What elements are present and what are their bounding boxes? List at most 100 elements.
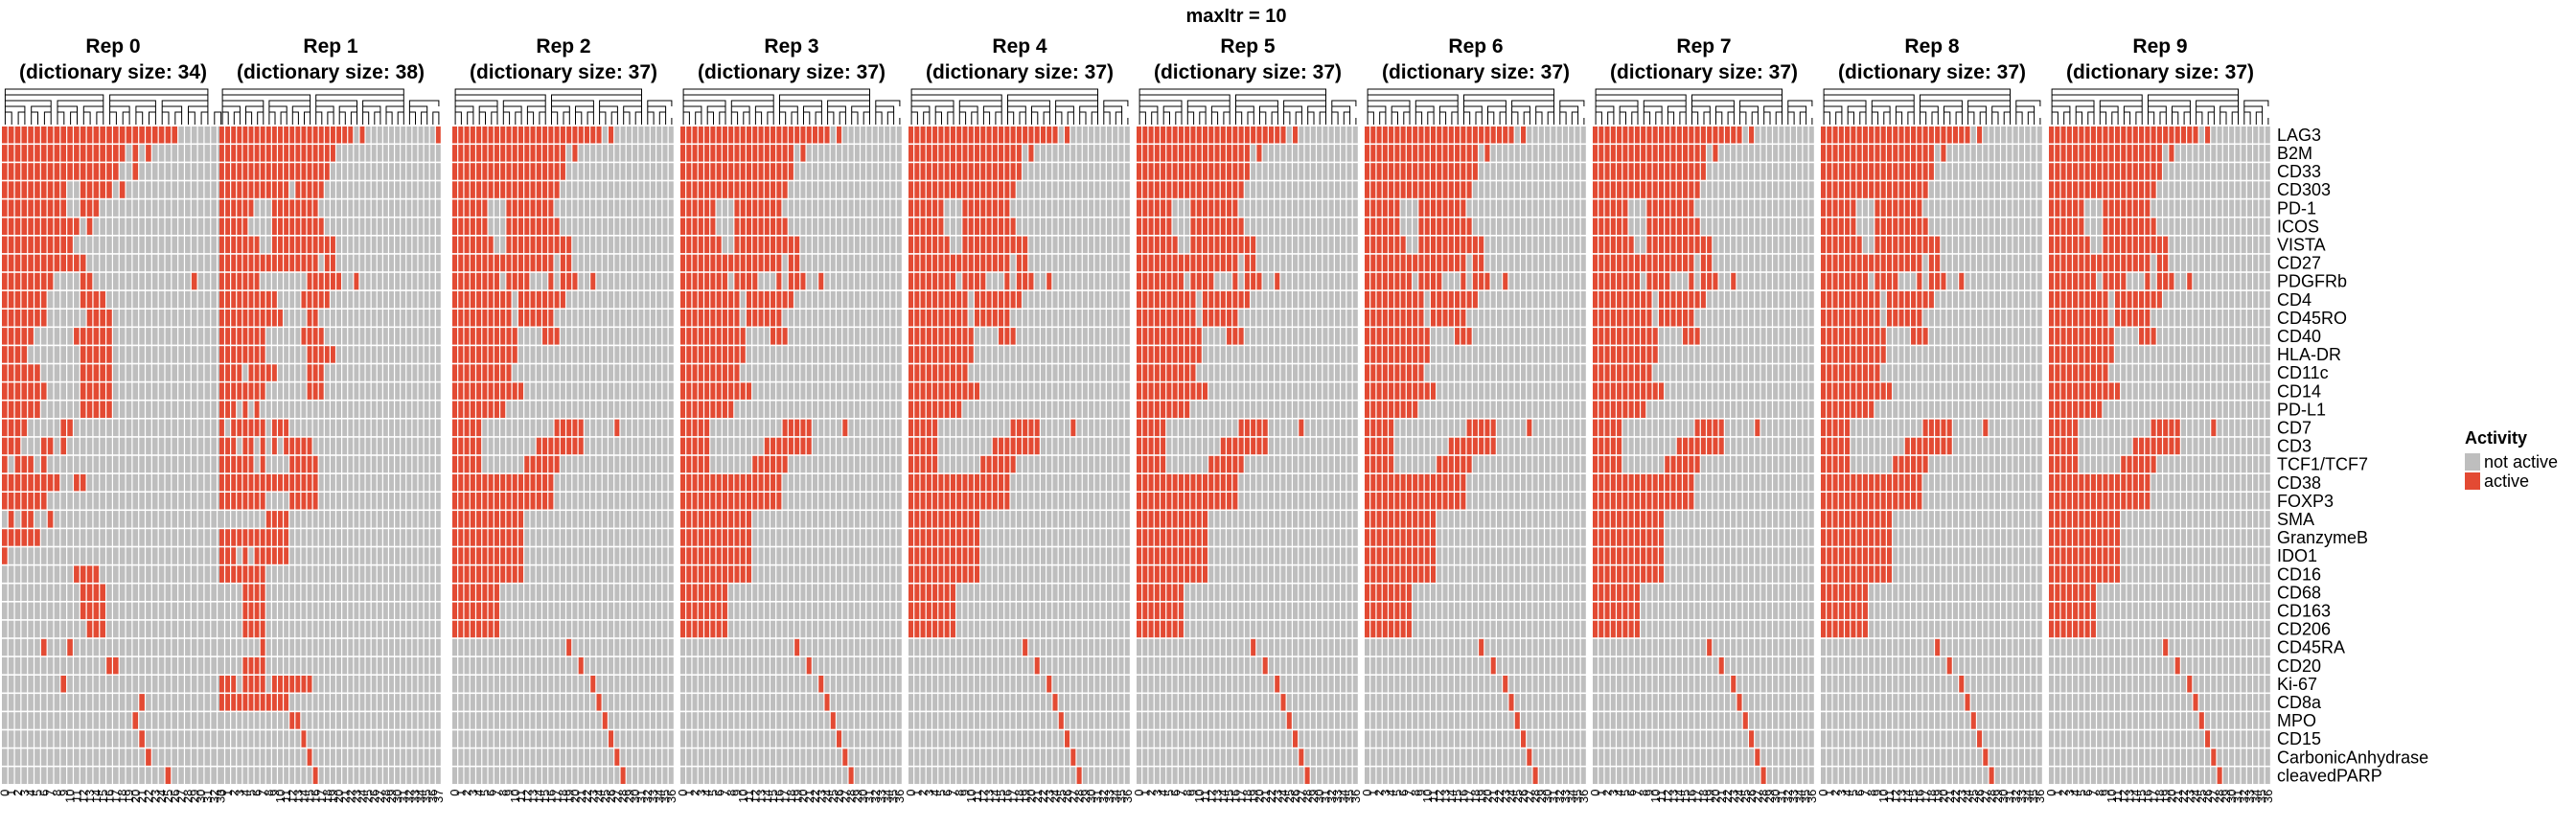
- column-tick-label: 4: [472, 790, 486, 796]
- cell-active: [231, 676, 237, 693]
- cell-inactive: [650, 401, 656, 418]
- cell-inactive: [830, 218, 836, 235]
- cell-inactive: [435, 676, 441, 693]
- cell-inactive: [389, 694, 394, 711]
- cell-inactive: [812, 310, 818, 327]
- cell-inactive: [412, 638, 418, 656]
- cell-inactive: [113, 565, 119, 583]
- cell-active: [8, 272, 14, 290]
- cell-inactive: [602, 145, 608, 162]
- cell-inactive: [324, 473, 330, 492]
- cell-active: [452, 401, 458, 418]
- cell-inactive: [632, 565, 638, 583]
- cell-inactive: [500, 730, 506, 748]
- cell-active: [692, 565, 698, 583]
- cell-inactive: [482, 656, 488, 675]
- cell-inactive: [254, 455, 260, 473]
- cell-inactive: [197, 602, 204, 620]
- cell-inactive: [424, 364, 429, 381]
- cell-active: [86, 620, 93, 638]
- cell-inactive: [151, 254, 158, 272]
- cell-active: [722, 145, 727, 162]
- cell-inactive: [289, 748, 295, 766]
- cell-inactive: [806, 218, 812, 235]
- cell-inactive: [158, 473, 165, 492]
- cell-active: [752, 199, 758, 217]
- cell-inactive: [418, 254, 424, 272]
- cell-active: [680, 584, 686, 601]
- cell-inactive: [354, 254, 359, 272]
- cell-inactive: [113, 437, 119, 455]
- cell-inactive: [348, 511, 354, 528]
- cell-inactive: [464, 638, 470, 656]
- cell-active: [476, 272, 482, 290]
- cell-inactive: [710, 455, 716, 473]
- cell-inactive: [47, 346, 54, 363]
- cell-inactive: [530, 584, 536, 601]
- cell-inactive: [609, 382, 614, 400]
- cell-inactive: [132, 199, 139, 217]
- cell-inactive: [722, 236, 727, 254]
- cell-inactive: [395, 602, 401, 620]
- cell-active: [237, 529, 242, 546]
- cell-inactive: [854, 437, 860, 455]
- cell-inactive: [60, 547, 67, 564]
- cell-inactive: [890, 529, 896, 546]
- cell-inactive: [848, 437, 854, 455]
- cell-inactive: [435, 364, 441, 381]
- column-tick-label: 36: [664, 790, 678, 803]
- cell-active: [686, 126, 692, 144]
- cell-inactive: [132, 584, 139, 601]
- cell-active: [40, 126, 47, 144]
- cell-inactive: [620, 676, 626, 693]
- cell-active: [452, 328, 458, 345]
- cell-inactive: [40, 511, 47, 528]
- cell-inactive: [536, 529, 541, 546]
- cell-active: [242, 310, 248, 327]
- cell-inactive: [271, 638, 277, 656]
- cell-active: [331, 236, 335, 254]
- cell-inactive: [191, 181, 197, 198]
- cell-inactive: [614, 181, 620, 198]
- cell-active: [60, 254, 67, 272]
- cell-inactive: [382, 218, 388, 235]
- cell-inactive: [74, 272, 80, 290]
- cell-inactive: [324, 199, 330, 217]
- cell-inactive: [590, 511, 596, 528]
- cell-active: [746, 272, 752, 290]
- cell-inactive: [265, 602, 271, 620]
- cell-active: [191, 272, 197, 290]
- cell-inactive: [638, 584, 644, 601]
- cell-inactive: [418, 638, 424, 656]
- cell-inactive: [377, 493, 382, 510]
- cell-inactive: [668, 401, 674, 418]
- cell-active: [500, 310, 506, 327]
- cell-inactive: [185, 401, 191, 418]
- cell-inactive: [746, 437, 752, 455]
- cell-inactive: [237, 676, 242, 693]
- cell-inactive: [488, 767, 494, 784]
- cell-active: [54, 163, 60, 180]
- cell-inactive: [740, 455, 746, 473]
- cell-active: [278, 419, 283, 437]
- cell-active: [686, 290, 692, 309]
- cell-inactive: [830, 401, 836, 418]
- cell-active: [237, 218, 242, 235]
- cell-inactive: [602, 656, 608, 675]
- cell-inactive: [359, 748, 365, 766]
- cell-inactive: [429, 455, 435, 473]
- cell-active: [752, 126, 758, 144]
- cell-inactive: [614, 767, 620, 784]
- cell-active: [119, 181, 126, 198]
- cell-active: [476, 419, 482, 437]
- cell-inactive: [126, 218, 132, 235]
- cell-active: [301, 328, 307, 345]
- cell-inactive: [371, 272, 377, 290]
- cell-inactive: [348, 328, 354, 345]
- cell-active: [336, 126, 342, 144]
- cell-active: [271, 547, 277, 564]
- cell-active: [722, 328, 727, 345]
- cell-inactive: [113, 493, 119, 510]
- column-tick-label: 11: [279, 790, 293, 803]
- cell-inactive: [848, 126, 854, 144]
